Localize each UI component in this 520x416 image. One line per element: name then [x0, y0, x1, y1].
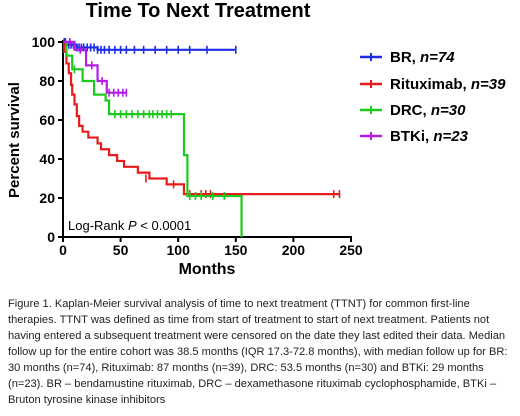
x-tick-label: 100	[167, 242, 191, 258]
legend-item-btki: BTKi, n=23	[360, 128, 469, 145]
legend-label-drc: DRC	[390, 102, 423, 119]
y-tick-label: 100	[32, 34, 56, 50]
legend-n-br: n=74	[420, 49, 455, 66]
chart-title: Time To Next Treatment	[86, 0, 311, 22]
logrank-suffix: < 0.0001	[137, 218, 192, 233]
legend-item-br: BR, n=74	[360, 49, 455, 66]
y-tick-label: 60	[39, 112, 55, 128]
axes	[62, 40, 352, 238]
series-line-rituximab	[63, 40, 340, 196]
x-ticks: 0 50 100 150 200 250	[59, 237, 363, 258]
x-tick-label: 250	[339, 242, 363, 258]
logrank-prefix: Log-Rank	[68, 218, 128, 233]
series-btki	[63, 38, 128, 97]
y-ticks: 0 20 40 60 80 100	[32, 34, 63, 245]
legend-n-drc: n=30	[431, 102, 466, 119]
y-tick-label: 20	[39, 190, 55, 206]
y-tick-label: 40	[39, 151, 55, 167]
figure-caption: Figure 1. Kaplan-Meier survival analysis…	[8, 298, 508, 406]
svg-text:Rituximab, n=39: Rituximab, n=39	[390, 76, 506, 93]
legend-n-rituximab: n=39	[471, 76, 506, 93]
legend-n-btki: n=23	[433, 128, 468, 145]
logrank-annotation: Log-Rank P < 0.0001	[68, 218, 191, 233]
legend-label-rituximab: Rituximab	[390, 76, 463, 93]
km-chart: Time To Next Treatment Percent survival …	[6, 0, 506, 278]
x-tick-label: 0	[59, 242, 67, 258]
y-tick-label: 80	[39, 73, 55, 89]
series-br	[63, 38, 237, 54]
x-tick-label: 150	[224, 242, 248, 258]
svg-text:DRC, n=30: DRC, n=30	[390, 102, 466, 119]
x-axis-label: Months	[179, 261, 236, 278]
y-tick-label: 0	[47, 229, 55, 245]
x-tick-label: 200	[282, 242, 306, 258]
y-axis-label: Percent survival	[6, 82, 23, 198]
series-line-br	[63, 40, 236, 51]
logrank-p: P	[128, 218, 137, 233]
svg-text:BR, n=74: BR, n=74	[390, 49, 455, 66]
series-drc	[63, 40, 243, 237]
legend-label-btki: BTKi	[390, 128, 425, 145]
legend-label-br: BR	[390, 49, 412, 66]
legend-item-drc: DRC, n=30	[360, 102, 466, 119]
svg-text:BTKi, n=23: BTKi, n=23	[390, 128, 469, 145]
x-tick-label: 50	[113, 242, 129, 258]
legend-item-rituximab: Rituximab, n=39	[360, 76, 506, 93]
series-rituximab	[63, 40, 341, 199]
series-line-drc	[63, 40, 243, 237]
legend: BR, n=74 Rituximab, n=39 DRC, n=30 BTKi,…	[360, 49, 506, 145]
series-layer	[63, 38, 341, 237]
